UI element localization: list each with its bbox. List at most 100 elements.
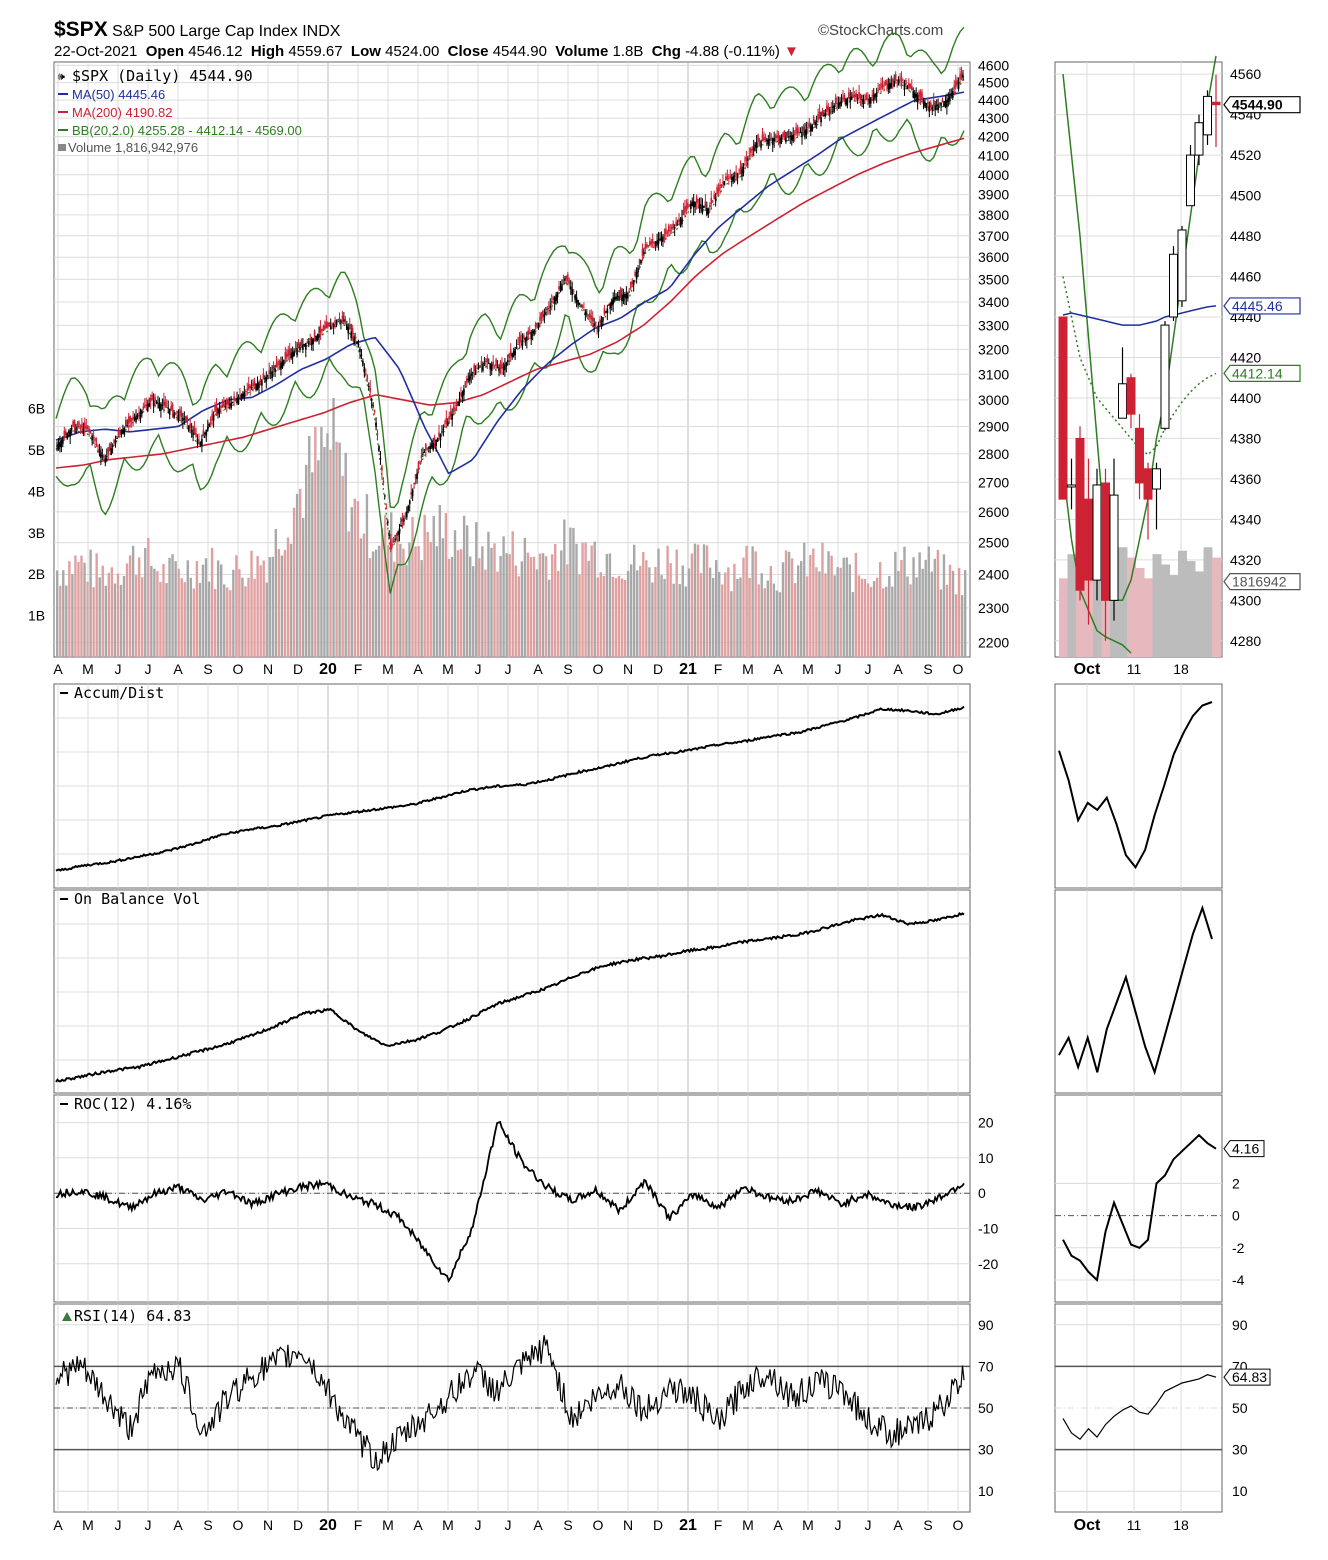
volume-bar: [860, 578, 864, 657]
volume-bar: [305, 464, 308, 657]
candle-body: [890, 82, 893, 88]
candle-body: [454, 408, 456, 410]
volume-bar: [639, 565, 642, 657]
candle-body: [811, 124, 814, 132]
volume-bar: [223, 584, 226, 657]
x-tick-label-bottom: D: [293, 1517, 303, 1533]
candle-body: [556, 291, 559, 298]
x-tick-label: A: [533, 661, 543, 677]
volume-bar: [92, 587, 95, 657]
candle-body: [113, 439, 115, 444]
x-tick-label: O: [593, 661, 604, 677]
volume-bar: [572, 527, 575, 657]
candle-body: [957, 81, 960, 89]
candle-body: [823, 114, 825, 117]
candle-body: [858, 92, 860, 99]
zoom-candle-body: [1126, 377, 1136, 415]
volume-bar: [954, 594, 958, 657]
candle-body: [165, 406, 168, 408]
zoom-price-tick: 4340: [1230, 511, 1261, 527]
candle-body: [130, 418, 133, 421]
x-tick-label-bottom: A: [773, 1517, 783, 1533]
volume-bar: [681, 565, 684, 657]
volume-bar: [672, 583, 675, 657]
zoom-bb-tag-box: [1223, 364, 1301, 382]
zoom-candle-body: [1067, 484, 1076, 488]
candle-body: [208, 423, 211, 427]
candle-body: [306, 341, 309, 343]
zoom-candle-body: [1084, 498, 1093, 581]
candle-body: [105, 455, 108, 457]
chg-value: -4.88 (-0.11%): [685, 43, 780, 60]
candle-body: [499, 362, 502, 369]
zoom-price-tick: 4520: [1230, 147, 1261, 163]
volume-bar: [863, 578, 867, 657]
volume-bar: [623, 580, 627, 657]
candle-body: [880, 83, 882, 89]
low-value: 4524.00: [385, 43, 440, 60]
candle-body: [610, 300, 613, 306]
candle-body: [59, 442, 61, 448]
x-tick-label: M: [82, 661, 94, 677]
zoom-close-tag: 4544.90: [1232, 97, 1283, 113]
volume-bar: [784, 550, 788, 657]
candle-body: [938, 102, 941, 104]
volume-bar: [329, 449, 332, 657]
zoom-candle-body: [1169, 253, 1178, 318]
candle-body: [376, 433, 379, 435]
candle-body: [151, 394, 153, 401]
candle-body: [173, 411, 175, 418]
volume-bar: [162, 563, 165, 657]
candle-body: [637, 267, 639, 272]
candle-body: [760, 141, 762, 148]
volume-bar: [708, 567, 712, 657]
candle-body: [553, 297, 556, 304]
volume-bar: [265, 582, 268, 657]
volume-bar: [693, 543, 697, 657]
candle-body: [485, 360, 487, 362]
candle-body: [793, 134, 796, 136]
zoom-price-tick: 4400: [1230, 390, 1261, 406]
volume-bar: [438, 505, 442, 657]
candle-body: [509, 349, 512, 356]
candle-body: [161, 404, 164, 406]
candle-body: [834, 97, 837, 104]
legend-bb: BB(20,2.0) 4255.28 - 4412.14 - 4569.00: [72, 123, 302, 138]
candle-body: [240, 394, 243, 401]
candle-body: [70, 427, 73, 430]
volume-bar: [790, 558, 794, 657]
candle-body: [152, 400, 155, 407]
candle-body: [445, 417, 448, 424]
candle-body: [612, 297, 614, 305]
candle-body: [742, 166, 745, 174]
volume-bar: [408, 542, 411, 657]
candle-body: [539, 316, 541, 321]
volume-bar: [921, 568, 924, 657]
legend-ma50: MA(50) 4445.46: [72, 87, 165, 102]
candle-body: [542, 310, 544, 317]
x-tick-label: J: [835, 661, 842, 677]
candle-body: [559, 286, 562, 291]
candle-body: [646, 243, 648, 248]
candle-body: [508, 353, 511, 358]
candle-body: [174, 412, 177, 414]
candle-body: [326, 322, 329, 328]
candle-body: [657, 239, 660, 244]
volume-bar: [141, 577, 144, 657]
price-tick-label: 4100: [978, 147, 1009, 163]
candle-body: [663, 234, 666, 236]
candle-body: [868, 98, 871, 103]
candle-body: [183, 418, 186, 420]
chart-title: $SPX S&P 500 Large Cap Index INDX: [54, 18, 340, 42]
volume-bar: [882, 588, 885, 657]
candle-body: [430, 444, 433, 448]
candle-body: [378, 445, 380, 452]
candle-body: [511, 353, 513, 357]
candle-body: [246, 388, 249, 390]
candle-body: [915, 93, 917, 98]
candle-body: [536, 323, 538, 326]
candle-body: [738, 173, 740, 175]
volume-bar: [496, 571, 499, 657]
volume-bar: [359, 538, 363, 657]
